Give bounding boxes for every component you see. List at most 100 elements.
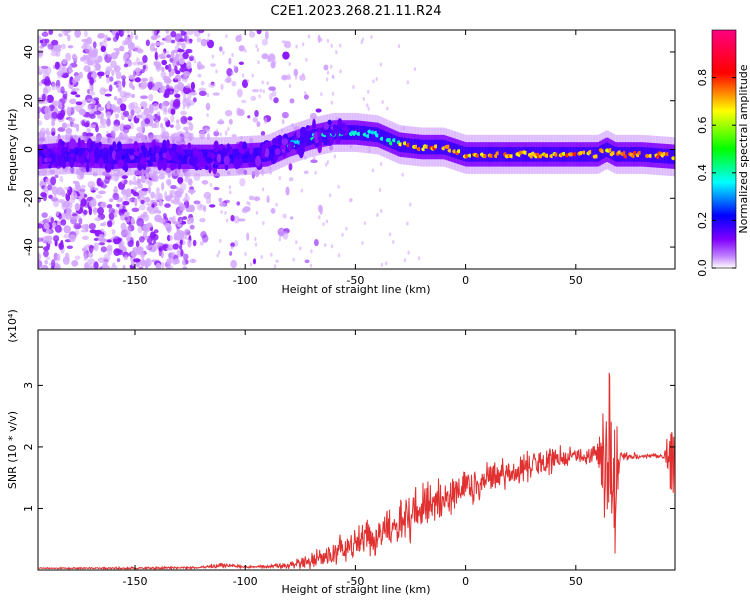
spectrogram-cell: [124, 163, 129, 173]
snr-y-ticks: 1 2 3: [22, 382, 675, 512]
spectrogram-cell: [337, 253, 341, 258]
spectrogram-cell: [224, 130, 228, 136]
spectrogram-cell: [221, 149, 224, 165]
spectrogram-cell: [185, 149, 188, 165]
spectrogram-cell: [115, 32, 120, 40]
spectrogram-cell: [216, 153, 222, 164]
spectrogram-cell: [315, 108, 322, 113]
spectrogram-cell: [209, 182, 213, 187]
spectrogram-cell: [281, 138, 289, 146]
spectrogram-cell: [55, 85, 62, 91]
spectrogram-cell: [256, 121, 261, 128]
spectrogram-cell: [200, 38, 208, 47]
spectrogram-cell: [138, 236, 145, 243]
spectrogram-cell: [112, 141, 117, 150]
spectrogram-cell: [98, 190, 107, 195]
spectrogram-cell: [241, 207, 248, 214]
spectrogram-cell: [137, 162, 144, 171]
spectrogram-cell: [463, 146, 466, 162]
spectrogram-cell: [66, 106, 72, 116]
spectrogram-cell: [318, 215, 321, 220]
spectrogram-cell: [65, 52, 72, 62]
spectrogram-cell: [326, 160, 330, 165]
spectrogram-cell: [89, 91, 96, 96]
spectrogram-cell: [130, 94, 136, 98]
spectrogram-cell: [171, 221, 180, 225]
spectrogram-cell: [108, 84, 113, 92]
spectrogram-cell: [450, 142, 453, 158]
spectrogram-cell: [386, 106, 389, 111]
spectrogram-cell: [229, 250, 233, 257]
spectrogram-cell: [47, 43, 55, 50]
spectrogram-cell: [40, 264, 49, 269]
spectrogram-cell: [42, 149, 45, 164]
spectrogram-cell: [74, 214, 81, 221]
spectrogram-cell: [182, 266, 187, 269]
spectrogram-cell: [177, 154, 184, 162]
spectrogram-cell: [663, 148, 666, 164]
spectrogram-cell: [116, 258, 121, 263]
spectrogram-cell: [138, 266, 144, 269]
spectrogram-cell: [78, 108, 86, 116]
spectrogram-cell: [366, 126, 369, 141]
spectrogram-cell: [231, 71, 234, 76]
spectrogram-cell: [199, 204, 203, 209]
spectrogram-cell: [130, 260, 135, 266]
spectrogram-cell: [117, 237, 123, 242]
spectrogram-cell: [274, 148, 281, 155]
spectrogram-cell: [190, 179, 193, 184]
spectrogram-cell: [326, 38, 330, 43]
spectrogram-cell: [284, 40, 292, 49]
spectrogram-cell: [158, 87, 167, 94]
spectrogram-cell: [603, 143, 606, 159]
spectrogram-cell: [121, 75, 126, 81]
spectrogram-cell: [361, 240, 364, 245]
spectrogram-cell: [339, 130, 346, 135]
spectrogram-cell: [58, 242, 64, 250]
spectrogram-cell: [146, 202, 153, 207]
spectrogram-cell: [38, 237, 44, 242]
spectrogram-cell: [238, 61, 244, 66]
spectrogram-cell: [83, 209, 88, 215]
spectrogram-cell: [548, 147, 551, 162]
spectrogram-cell: [106, 246, 113, 256]
spectrogram-cell: [164, 35, 172, 43]
spectrogram-cell: [177, 177, 184, 184]
spectrogram-cell: [279, 233, 282, 238]
spectrogram-cell: [60, 86, 65, 94]
spectrogram-cell: [93, 261, 99, 269]
spectrogram-cell: [98, 72, 102, 79]
spectrogram-cell: [105, 111, 112, 119]
spectrogram-cell: [88, 199, 97, 208]
spectrogram-cell: [278, 228, 285, 233]
spectrogram-cell: [313, 131, 319, 140]
spectrogram-cell: [169, 124, 174, 128]
spectrogram-cell: [215, 69, 218, 74]
spectrogram-cell: [88, 223, 96, 230]
spectrogram-cell: [219, 238, 222, 243]
spectrogram-cell: [237, 108, 245, 117]
spectrogram-cell: [127, 42, 135, 51]
spectrogram-cell: [198, 30, 205, 34]
spectrogram-cell: [305, 125, 310, 130]
spectrogram-cell: [50, 52, 59, 57]
spectrogram-cell: [152, 103, 159, 111]
spectrogram-cell: [200, 80, 205, 86]
spectrogram-cell: [320, 37, 323, 42]
spectrogram-cell: [340, 122, 346, 128]
spectrogram-cell: [249, 262, 253, 267]
spectrogram-cell: [60, 219, 67, 226]
spectrogram-cell: [45, 178, 51, 185]
spectrogram-cell: [257, 60, 260, 65]
colorbar-ticks: 0.0 0.2 0.4 0.6 0.8: [696, 69, 736, 277]
spectrogram-cell: [93, 237, 100, 242]
spectrogram-cell: [140, 95, 148, 100]
spectrogram-cell: [370, 126, 373, 142]
spectrogram-cell: [94, 217, 102, 222]
spectrogram-cell: [170, 184, 177, 190]
spectrogram-cell: [262, 221, 265, 226]
spectrogram-cell: [384, 130, 387, 146]
spectrogram-cell: [514, 147, 517, 162]
spectrogram-cell: [51, 100, 60, 107]
spectrogram-cell: [224, 78, 232, 84]
